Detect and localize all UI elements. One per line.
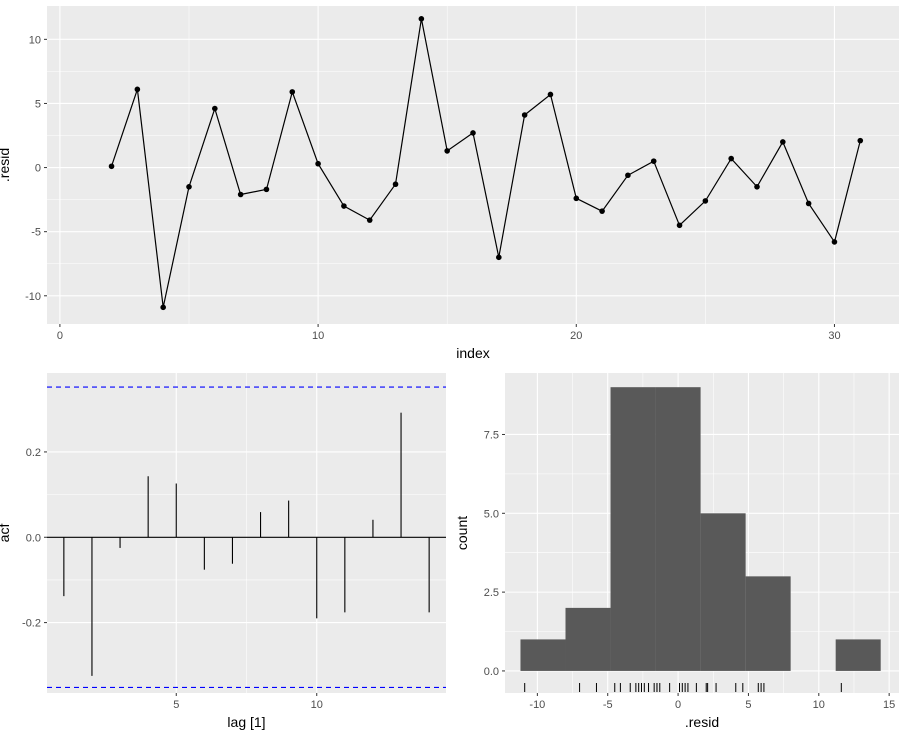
residual-point	[366, 217, 373, 223]
acf-plot: 5 10 -0.2 0.0 0.2 lag [1] acf	[0, 373, 446, 730]
histogram-x-tick-label: 10	[813, 699, 825, 711]
residual-point	[650, 158, 657, 164]
acf-y-tick-label: 0.2	[26, 447, 41, 459]
residual-point	[212, 105, 218, 112]
acf-x-tick-label: 10	[311, 699, 323, 711]
residual-point	[831, 239, 838, 245]
residual-time-y-tick-label: 10	[29, 34, 41, 46]
residual-point	[573, 195, 580, 202]
residual-point	[263, 186, 270, 193]
histogram-bar	[745, 576, 791, 671]
residual-time-plot-marks	[108, 16, 864, 311]
residual-point	[676, 222, 683, 229]
residual-point	[702, 198, 709, 204]
histogram-y-tick-label: 2.5	[484, 587, 499, 599]
histogram-x-tick-label: 0	[675, 699, 681, 711]
histogram-x-tick-label: -5	[603, 699, 613, 711]
histogram-bar	[655, 387, 701, 671]
residual-point	[134, 86, 141, 93]
residual-time-y-tick-label: 5	[35, 98, 41, 110]
residual-point	[599, 208, 605, 214]
residual-time-plot: 0 10 20 30 -10 -5 0 5 10 index .resid	[0, 6, 899, 361]
residual-time-plot-grid	[47, 6, 899, 324]
residual-point	[392, 181, 399, 188]
residual-time-y-tick-label: 0	[35, 163, 41, 175]
residual-point	[496, 254, 502, 261]
residual-point	[315, 160, 321, 167]
residual-point	[625, 172, 631, 179]
residual-time-x-tick-label: 30	[828, 330, 840, 342]
histogram-x-tick-label: -10	[529, 699, 545, 711]
histogram-y-tick-label: 0.0	[484, 666, 499, 678]
histogram-y-axis-label: count	[454, 516, 470, 550]
residual-time-y-axis-label: .resid	[0, 148, 12, 182]
residual-time-plot-ticks: 0 10 20 30 -10 -5 0 5 10	[25, 34, 840, 342]
residual-time-x-tick-label: 0	[57, 330, 63, 342]
acf-plot-marks	[47, 386, 446, 689]
histogram-bar	[520, 639, 566, 671]
residual-point	[728, 155, 734, 162]
residual-histogram: -10 -5 0 5 10 15 0.0 2.5 5.0 7.5 .resid count	[454, 373, 899, 730]
acf-plot-grid	[47, 373, 446, 693]
histogram-bar	[700, 513, 746, 671]
residual-point	[289, 89, 296, 95]
residual-time-x-tick-label: 10	[312, 330, 324, 342]
histogram-x-tick-label: 5	[745, 699, 751, 711]
histogram-bar	[565, 607, 611, 671]
histogram-y-tick-label: 5.0	[484, 508, 499, 520]
residual-point	[186, 183, 192, 190]
residual-point	[470, 130, 476, 136]
residual-point	[754, 183, 760, 190]
residual-series-line	[110, 18, 861, 308]
residual-time-y-tick-label: -10	[25, 291, 41, 303]
histogram-x-axis-label: .resid	[685, 714, 719, 730]
acf-plot-ticks: 5 10 -0.2 0.0 0.2	[22, 447, 323, 711]
histogram-bar	[610, 387, 656, 671]
residual-point	[160, 304, 166, 311]
residual-point	[547, 91, 554, 98]
residual-point	[857, 137, 864, 144]
residual-point	[780, 139, 786, 145]
residual-point	[805, 200, 812, 207]
residual-point	[237, 191, 244, 198]
residual-time-x-tick-label: 20	[570, 330, 582, 342]
residual-point	[444, 148, 450, 154]
residual-time-panel-background	[47, 6, 899, 324]
acf-y-axis-label: acf	[0, 524, 12, 543]
residual-time-y-tick-label: -5	[31, 227, 41, 239]
histogram-bar	[835, 639, 881, 671]
acf-x-axis-label: lag [1]	[227, 714, 265, 730]
residual-time-x-axis-label: index	[456, 345, 489, 361]
residual-histogram-marks	[520, 387, 881, 692]
residual-point	[341, 203, 347, 209]
residual-histogram-ticks: -10 -5 0 5 10 15 0.0 2.5 5.0 7.5	[484, 429, 896, 711]
acf-x-tick-label: 5	[173, 699, 179, 711]
acf-y-tick-label: -0.2	[22, 618, 41, 630]
acf-y-tick-label: 0.0	[26, 532, 41, 544]
residual-point	[108, 163, 115, 170]
residual-point	[418, 16, 425, 22]
histogram-y-tick-label: 7.5	[484, 429, 499, 441]
histogram-x-tick-label: 15	[883, 699, 895, 711]
residual-point	[521, 112, 528, 118]
